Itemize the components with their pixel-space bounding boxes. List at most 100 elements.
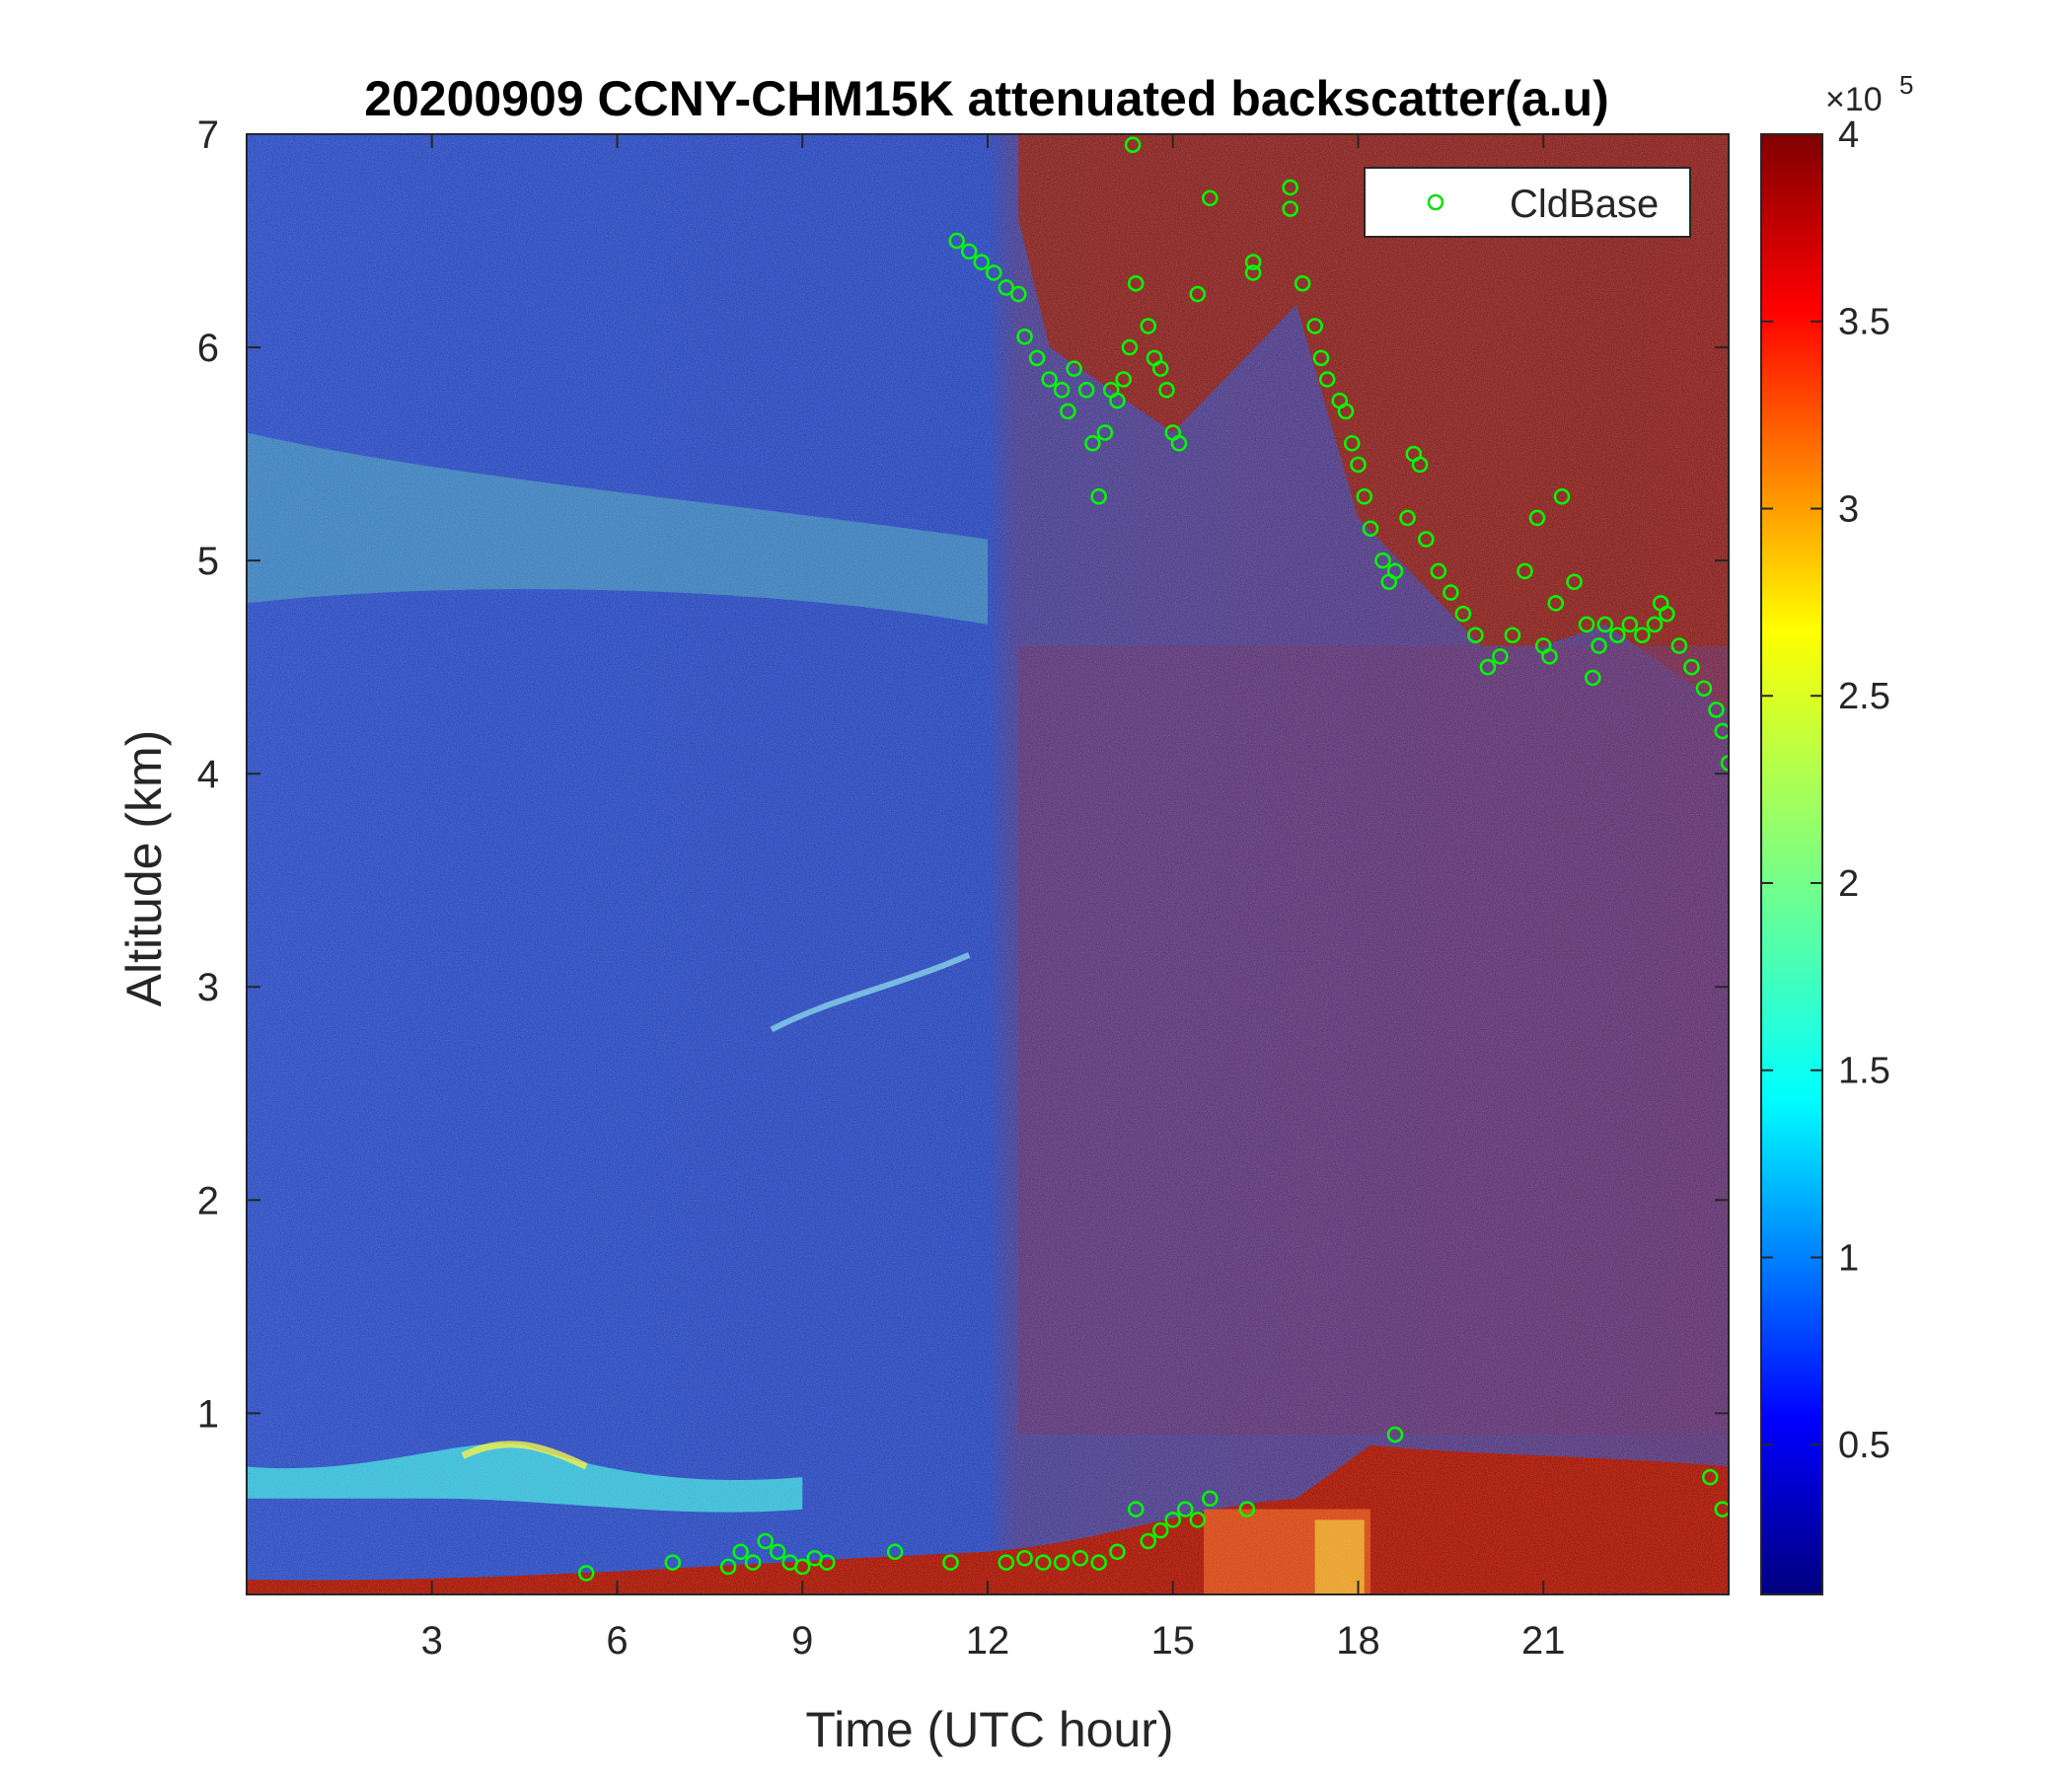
cldbase-marker [1578, 616, 1595, 633]
cldbase-marker [1467, 627, 1484, 643]
cldbase-marker [744, 1554, 762, 1571]
cldbase-marker [1411, 456, 1429, 474]
colorbar-tick-label: 1.5 [1838, 1051, 1890, 1092]
cldbase-marker [1158, 382, 1175, 399]
cldbase-marker [1670, 637, 1688, 654]
cldbase-marker [1109, 392, 1126, 409]
cldbase-marker [1528, 509, 1546, 527]
cldbase-marker [1306, 318, 1323, 334]
y-tick-label: 6 [197, 327, 219, 370]
x-tick-label: 6 [606, 1619, 628, 1663]
x-tick-label: 15 [1151, 1619, 1196, 1663]
cldbase-marker [1585, 669, 1601, 687]
cldbase-marker [1016, 329, 1033, 345]
cldbase-marker [1356, 488, 1373, 505]
cldbase-marker [1060, 403, 1076, 420]
y-tick-label: 5 [197, 540, 219, 583]
colorbar-tick-label: 3 [1838, 488, 1859, 530]
cldbase-marker [1127, 1501, 1145, 1517]
cldbase-marker [1140, 318, 1156, 334]
cldbase-marker [1659, 605, 1675, 623]
cldbase-marker [757, 1532, 774, 1550]
cldbase-marker [1066, 360, 1082, 377]
y-tick-label: 4 [197, 753, 219, 796]
cldbase-marker [1028, 349, 1046, 367]
colorbar-tick-label: 3.5 [1838, 302, 1890, 343]
cldbase-marker [1189, 1512, 1207, 1528]
cldbase-marker [1337, 403, 1355, 420]
cldbase-marker [1504, 627, 1521, 643]
x-tick-label: 9 [791, 1619, 813, 1663]
cldbase-marker [998, 1554, 1015, 1571]
cldbase-marker [1077, 382, 1095, 399]
cldbase-marker [1695, 680, 1713, 698]
x-axis-title: Time (UTC hour) [805, 1702, 1173, 1757]
cldbase-marker [664, 1554, 682, 1571]
colorbar-tick-label: 0.5 [1838, 1425, 1890, 1466]
cldbase-marker [1151, 360, 1169, 377]
cldbase-marker [986, 264, 1002, 281]
cldbase-marker [1621, 616, 1639, 633]
cldbase-marker [1124, 136, 1142, 154]
cldbase-marker [1090, 1554, 1107, 1571]
cldbase-marker [1708, 702, 1725, 718]
cldbase-marker [1714, 722, 1729, 740]
chart-title: 20200909 CCNY-CHM15K attenuated backscat… [364, 71, 1609, 126]
colorbar-tick-label: 1 [1838, 1237, 1859, 1279]
cldbase-marker [886, 1543, 904, 1561]
cldbase-marker [1202, 1490, 1219, 1508]
cldbase-marker [819, 1554, 836, 1571]
legend-box [1364, 167, 1691, 238]
legend: CldBase [1364, 167, 1691, 238]
colorbar-exponent-power: 5 [1899, 70, 1913, 100]
heat-speckle [247, 134, 1729, 1594]
cldbase-marker [1016, 1550, 1033, 1567]
cldbase-marker [1454, 605, 1472, 623]
colorbar-tick-label: 2.5 [1838, 676, 1890, 717]
cldbase-marker [1566, 573, 1583, 590]
y-axis-title: Altitude (km) [116, 730, 172, 1007]
cldbase-marker [1121, 338, 1139, 356]
cldbase-marker [1238, 1501, 1256, 1517]
cldbase-marker [973, 254, 990, 270]
cldbase-series [577, 136, 1729, 1582]
cldbase-marker [1072, 1550, 1089, 1567]
cldbase-marker [1312, 349, 1330, 367]
y-tick-label: 7 [197, 113, 219, 157]
y-tick-label: 3 [197, 966, 219, 1009]
cldbase-marker [942, 1554, 959, 1571]
cldbase-marker [1399, 509, 1416, 527]
cldbase-marker [1492, 648, 1509, 665]
cldbase-marker [1609, 627, 1626, 643]
cldbase-marker [1443, 584, 1459, 601]
colorbar-gradient [1760, 133, 1823, 1595]
cldbase-marker [1164, 1512, 1181, 1528]
cldbase-marker [1053, 1554, 1071, 1571]
cldbase-marker [1010, 285, 1027, 303]
cldbase-marker [1035, 1554, 1052, 1571]
cldbase-marker [1041, 371, 1058, 388]
cldbase-marker [794, 1558, 811, 1576]
cldbase-marker [1362, 520, 1379, 537]
cldbase-marker [1591, 637, 1607, 654]
cldbase-marker [1646, 616, 1664, 633]
cldbase-marker [1714, 1501, 1729, 1517]
cldbase-marker [1127, 274, 1145, 292]
y-tick-label: 2 [197, 1179, 219, 1222]
cldbase-marker [1053, 382, 1071, 399]
cldbase-marker [1202, 189, 1219, 207]
cldbase-marker [1170, 435, 1188, 452]
cldbase-marker [1596, 616, 1614, 633]
colorbar-exponent-base: ×10 [1825, 81, 1883, 118]
cldbase-marker [577, 1565, 595, 1582]
y-tick-label: 1 [197, 1392, 219, 1436]
cldbase-marker [1541, 648, 1558, 665]
cldbase-marker [1096, 424, 1114, 441]
cldbase-marker [1115, 371, 1132, 388]
cldbase-marker [1244, 264, 1262, 281]
cldbase-marker [1282, 200, 1298, 217]
colorbar-ticks: 0.5 1 1.5 2 2.5 3 3.5 4 [1761, 114, 1890, 1466]
cldbase-marker [1547, 595, 1565, 612]
